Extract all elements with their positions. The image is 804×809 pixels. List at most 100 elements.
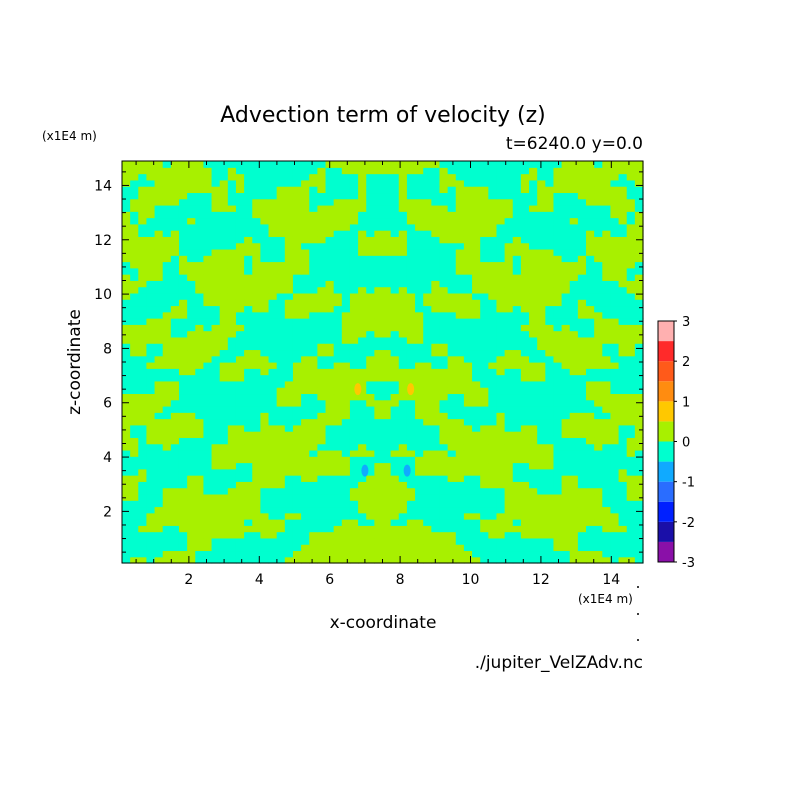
field-cell xyxy=(553,236,563,244)
field-cell xyxy=(195,236,205,244)
field-cell xyxy=(602,223,612,231)
field-cell xyxy=(602,412,612,420)
field-cell xyxy=(520,544,530,552)
field-cell xyxy=(122,255,131,263)
field-cell xyxy=(529,380,538,388)
field-cell xyxy=(423,223,432,231)
field-cell xyxy=(292,211,302,219)
colorbar-segment xyxy=(658,441,674,462)
field-cell xyxy=(130,500,139,508)
field-cell xyxy=(170,449,180,457)
field-cell xyxy=(455,449,465,457)
field-cell xyxy=(594,236,603,244)
field-cell xyxy=(569,437,579,445)
field-cell xyxy=(520,512,530,520)
field-cell xyxy=(195,544,205,552)
field-cell xyxy=(325,343,335,351)
field-cell xyxy=(138,330,148,338)
field-cell xyxy=(423,305,432,313)
colorbar-tick-label: 3 xyxy=(682,315,690,330)
field-cell xyxy=(252,186,261,194)
field-cell xyxy=(382,280,392,288)
field-cell xyxy=(406,475,416,482)
field-cell xyxy=(219,324,229,332)
field-cell xyxy=(455,550,465,558)
field-cell xyxy=(333,179,343,187)
field-cell xyxy=(537,550,546,558)
field-cell xyxy=(512,204,522,212)
field-cell xyxy=(512,537,522,545)
field-cell xyxy=(235,493,245,501)
field-cell xyxy=(325,305,335,313)
field-cell xyxy=(219,286,229,294)
field-cell xyxy=(203,519,213,526)
field-cell xyxy=(463,179,473,187)
field-cell xyxy=(406,424,416,432)
field-cell xyxy=(333,223,343,231)
field-cell xyxy=(252,305,261,313)
field-cell xyxy=(317,292,327,300)
field-cell xyxy=(472,292,481,300)
field-cell xyxy=(455,248,465,256)
field-cell xyxy=(602,167,612,175)
field-cell xyxy=(374,274,384,281)
field-cell xyxy=(520,349,530,357)
field-cell xyxy=(244,223,253,231)
field-cell xyxy=(610,318,620,325)
field-cell xyxy=(439,324,449,332)
field-cell xyxy=(472,248,481,256)
field-cell xyxy=(309,280,318,288)
field-cell xyxy=(374,556,384,564)
field-cell xyxy=(317,412,327,420)
field-cell xyxy=(366,368,375,376)
field-cell xyxy=(195,248,205,256)
field-cell xyxy=(472,512,481,520)
field-cell xyxy=(618,173,628,181)
field-cell xyxy=(162,525,172,533)
field-cell xyxy=(537,217,546,225)
field-cell xyxy=(586,330,595,338)
chart-title: Advection term of velocity (z) xyxy=(220,103,546,128)
field-cell xyxy=(406,186,416,194)
field-cell xyxy=(203,242,213,250)
field-cell xyxy=(610,393,620,401)
field-cell xyxy=(577,525,587,533)
field-cell xyxy=(577,161,587,168)
field-cell xyxy=(553,274,563,281)
field-cell xyxy=(162,343,172,351)
field-cell xyxy=(122,349,131,357)
field-cell xyxy=(390,248,400,256)
field-cell xyxy=(252,349,261,357)
field-cell xyxy=(317,475,327,482)
field-cell xyxy=(447,412,457,420)
field-cell xyxy=(463,330,473,338)
field-cell xyxy=(594,512,603,520)
field-cell xyxy=(537,449,546,457)
field-cell xyxy=(545,161,555,168)
field-cell xyxy=(260,355,270,363)
field-cell xyxy=(618,318,628,325)
field-cell xyxy=(618,487,628,495)
field-cell xyxy=(317,500,327,508)
field-cell xyxy=(634,242,644,250)
field-cell xyxy=(447,380,457,388)
field-cell xyxy=(447,525,457,533)
field-cell xyxy=(170,179,180,187)
field-cell xyxy=(431,374,441,382)
field-cell xyxy=(431,318,441,325)
field-cell xyxy=(439,280,449,288)
field-cell xyxy=(455,519,465,526)
field-cell xyxy=(292,267,302,275)
field-cell xyxy=(358,405,367,413)
field-cell xyxy=(301,255,310,263)
field-cell xyxy=(463,349,473,357)
field-cell xyxy=(553,173,563,181)
field-cell xyxy=(219,393,229,401)
field-cell xyxy=(227,424,237,432)
field-cell xyxy=(284,217,294,225)
field-cell xyxy=(211,280,221,288)
field-cell xyxy=(317,512,327,520)
field-cell xyxy=(423,299,432,307)
field-cell xyxy=(545,286,555,294)
field-cell xyxy=(406,481,416,489)
